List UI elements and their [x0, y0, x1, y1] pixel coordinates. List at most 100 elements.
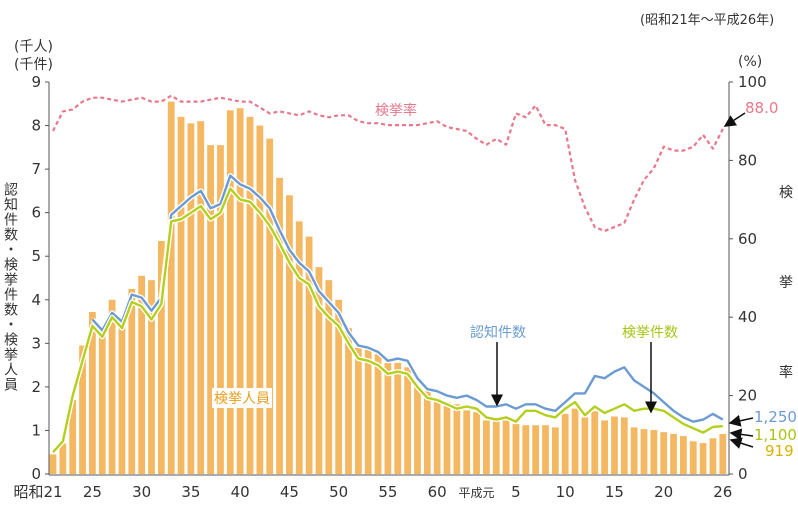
left-tick-label: 6: [31, 204, 41, 222]
x-tick-label: 30: [132, 483, 151, 501]
recognized-line: [91, 174, 724, 423]
bar-15: [611, 416, 618, 474]
bar-8: [542, 425, 549, 474]
bar-29: [128, 288, 136, 474]
bar-26: [719, 433, 727, 474]
bar-20: [660, 432, 668, 474]
right-tick-label: 20: [738, 387, 757, 405]
bar-45: [286, 195, 293, 474]
x-tick-label: 26: [713, 483, 732, 501]
bar-16: [620, 417, 628, 474]
bar-14: [601, 420, 608, 474]
bar-19: [650, 430, 658, 474]
bar-62: [453, 404, 461, 474]
bar-22: [59, 443, 67, 474]
bar-52: [354, 347, 362, 474]
right-tick-label: 60: [738, 230, 757, 248]
cleared-end-label: 1,100: [754, 426, 797, 444]
bar-23: [689, 441, 697, 474]
arrested-end-arrow: [729, 437, 754, 449]
bar-48: [315, 267, 323, 474]
x-tick-label: 昭和21: [13, 483, 62, 501]
x-tick-label: 55: [378, 483, 397, 501]
bar-53: [364, 349, 372, 474]
rate-arrow: [723, 112, 746, 127]
rate-end-label: 88.0: [745, 99, 779, 117]
left-tick-label: 1: [31, 421, 41, 439]
bar-35: [187, 123, 195, 474]
bar-4: [502, 419, 510, 474]
bar-33: [167, 101, 175, 474]
bar-28: [118, 321, 126, 474]
arrested-series-label: 検挙人員: [212, 388, 272, 408]
bar-21: [670, 433, 677, 474]
rate-series-label: 検挙率: [375, 103, 417, 119]
recognized-series-label: 認知件数: [470, 325, 526, 341]
cleared-series-label: 検挙件数: [622, 325, 678, 341]
right-axis-title-1: 検: [779, 185, 793, 201]
x-tick-label: 35: [181, 483, 200, 501]
bar-平成元: [473, 412, 480, 474]
x-tick-label: 25: [83, 483, 102, 501]
x-tick-label: 5: [511, 483, 521, 501]
bar-44: [276, 177, 283, 475]
recognized-end-arrow: [728, 414, 754, 427]
left-tick-label: 0: [31, 465, 41, 483]
bar-32: [157, 240, 165, 474]
bar-51: [345, 328, 352, 474]
bar-61: [443, 402, 451, 474]
x-tick-label: 平成元: [459, 486, 495, 500]
left-unit-people: (千人): [14, 39, 53, 55]
bar-55: [384, 362, 392, 474]
bar-50: [335, 299, 343, 474]
bar-17: [630, 427, 638, 474]
x-tick-label: 40: [231, 483, 250, 501]
right-tick-label: 40: [738, 308, 757, 326]
bar-31: [148, 280, 155, 474]
bar-24: [79, 345, 86, 474]
cleared-end-arrow: [729, 428, 754, 441]
bar-18: [640, 429, 648, 474]
x-tick-label: 60: [428, 483, 447, 501]
right-tick-label: 80: [738, 151, 757, 169]
bar-46: [295, 221, 303, 474]
right-axis-title-3: 率: [779, 365, 793, 381]
right-tick-label: 100: [738, 73, 767, 91]
bar-49: [325, 280, 333, 474]
left-unit-cases: (千件): [14, 57, 53, 73]
bar-58: [414, 386, 421, 474]
left-tick-label: 7: [31, 160, 41, 178]
bar-36: [197, 121, 205, 474]
bar-39: [226, 110, 234, 475]
bar-9: [551, 427, 559, 474]
right-axis-title-2: 挙: [779, 275, 793, 291]
bar-34: [177, 116, 185, 474]
bar-23: [69, 399, 77, 474]
bar-40: [236, 108, 244, 474]
bar-13: [591, 411, 599, 474]
left-tick-label: 3: [31, 334, 41, 352]
right-tick-label: 0: [738, 465, 748, 483]
bar-2: [483, 420, 490, 474]
bar-27: [108, 299, 116, 474]
bar-26: [98, 334, 106, 474]
bar-47: [305, 236, 313, 474]
rate-line: [52, 94, 724, 233]
bar-41: [246, 116, 254, 474]
bar-10: [561, 413, 569, 474]
x-tick-label: 15: [605, 483, 624, 501]
bar-30: [138, 275, 146, 474]
left-tick-label: 2: [31, 378, 41, 396]
bar-12: [581, 417, 589, 474]
bar-38: [217, 145, 224, 474]
period-note: (昭和21年～平成26年): [640, 13, 775, 28]
left-tick-label: 9: [31, 73, 41, 91]
x-tick-label: 45: [280, 483, 299, 501]
bar-42: [256, 125, 264, 475]
bar-22: [680, 436, 687, 474]
bar-5: [512, 423, 520, 474]
cleared-line: [52, 187, 723, 454]
bar-25: [709, 438, 717, 474]
bar-7: [532, 425, 540, 474]
